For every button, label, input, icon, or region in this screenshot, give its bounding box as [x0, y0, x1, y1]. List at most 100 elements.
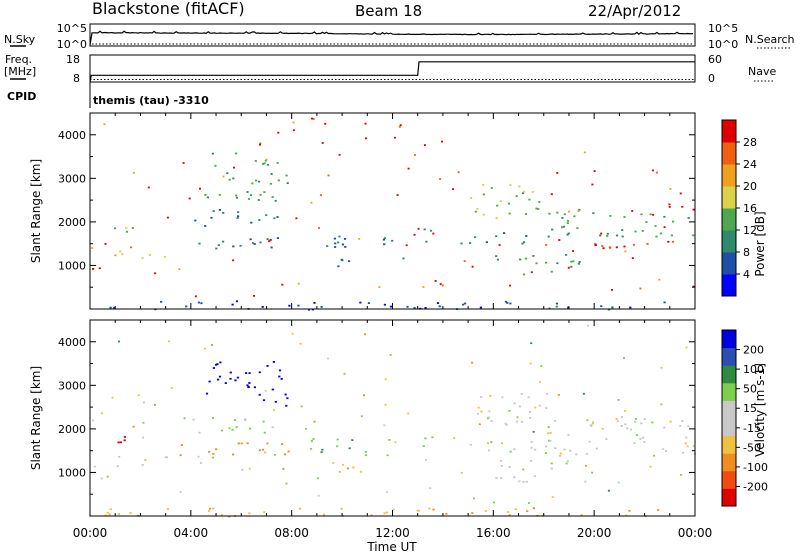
data-point — [98, 267, 101, 270]
data-point — [515, 195, 518, 198]
cpid-text: themis (tau) -3310 — [93, 94, 209, 107]
x-axis-label: Time UT — [366, 540, 417, 554]
colorbar-tick-label: -50 — [743, 441, 761, 454]
data-point — [405, 244, 408, 247]
data-point — [522, 468, 525, 471]
data-point — [626, 427, 629, 430]
data-point — [217, 378, 220, 381]
data-point — [639, 287, 642, 290]
data-point — [383, 512, 386, 515]
noise-left-tick: 10^0 — [57, 38, 87, 51]
data-point — [217, 244, 220, 247]
data-point — [629, 306, 632, 309]
range-tick-label: 3000 — [58, 172, 86, 185]
data-point — [322, 513, 326, 516]
data-point — [383, 237, 386, 239]
colorbar-swatch — [722, 400, 736, 419]
data-point — [531, 191, 534, 193]
data-point — [681, 420, 684, 422]
data-point — [348, 447, 351, 450]
data-point — [310, 201, 313, 204]
data-point — [208, 510, 211, 512]
data-point — [255, 179, 258, 182]
data-point — [600, 305, 603, 308]
data-point — [495, 477, 498, 479]
data-point — [515, 420, 519, 423]
data-point — [318, 227, 320, 229]
nave-tick: 0 — [708, 72, 715, 85]
data-point — [363, 394, 365, 397]
y-axis-label: Slant Range [km] — [29, 159, 43, 263]
data-point — [634, 420, 637, 423]
data-point — [488, 410, 491, 413]
data-point — [253, 386, 256, 389]
data-point — [586, 419, 589, 422]
data-point — [402, 257, 405, 260]
data-point — [621, 235, 624, 238]
data-point — [521, 192, 525, 195]
data-point — [364, 450, 368, 453]
data-point — [469, 443, 472, 446]
data-point — [235, 152, 238, 155]
data-point — [265, 214, 268, 217]
data-point — [545, 445, 548, 448]
data-point — [246, 442, 249, 445]
data-point — [269, 182, 272, 185]
data-point — [607, 489, 610, 492]
data-point — [601, 245, 604, 247]
data-point — [200, 302, 203, 305]
data-point — [237, 211, 240, 214]
data-point — [479, 306, 482, 309]
data-point — [441, 140, 443, 143]
data-point — [649, 213, 652, 216]
data-point — [270, 246, 273, 249]
data-point — [310, 440, 313, 442]
data-point — [91, 419, 94, 422]
data-point — [232, 259, 235, 262]
data-point — [384, 378, 387, 381]
data-point — [108, 513, 111, 516]
data-point — [508, 514, 511, 516]
data-point — [605, 438, 608, 440]
data-point — [332, 462, 335, 464]
data-point — [471, 512, 474, 514]
data-point — [634, 418, 637, 420]
data-point — [229, 377, 232, 380]
freq-line — [89, 61, 695, 83]
date-title: 22/Apr/2012 — [588, 2, 681, 20]
time-tick-label: 12:00 — [375, 526, 410, 540]
data-point — [685, 436, 688, 439]
data-point — [519, 258, 522, 261]
power-data — [91, 117, 695, 311]
data-point — [576, 227, 579, 229]
power-panel: 4000 3000 2000 1000 Slant Range [km] — [29, 112, 696, 311]
data-point — [633, 442, 636, 444]
range-tick-label: 1000 — [58, 259, 86, 272]
data-point — [392, 508, 395, 511]
data-point — [298, 507, 302, 510]
data-point — [679, 424, 682, 427]
data-point — [528, 411, 532, 413]
data-point — [584, 480, 587, 483]
data-point — [660, 403, 663, 406]
data-point — [416, 509, 419, 512]
data-point — [312, 118, 315, 120]
time-tick-label: 00:00 — [73, 526, 108, 540]
data-point — [489, 394, 492, 397]
data-point — [423, 228, 426, 231]
data-point — [464, 302, 467, 305]
data-point — [385, 491, 388, 494]
data-point — [285, 404, 288, 407]
data-point — [118, 455, 121, 458]
data-point — [249, 238, 252, 241]
data-point — [219, 361, 222, 364]
data-point — [530, 342, 533, 345]
data-point — [572, 250, 575, 252]
colorbar-swatch — [722, 142, 736, 165]
data-point — [106, 511, 109, 514]
data-point — [346, 467, 349, 470]
data-point — [340, 507, 343, 510]
data-point — [253, 243, 256, 245]
colorbar-tick-label: 200 — [743, 344, 764, 357]
data-point — [585, 453, 588, 455]
